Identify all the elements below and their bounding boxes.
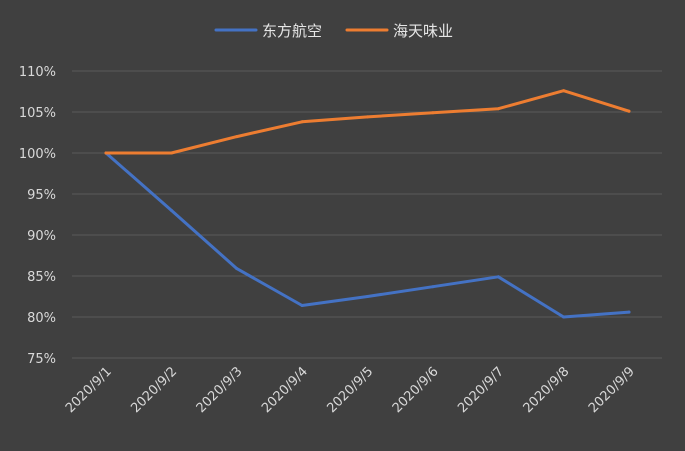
legend-label: 东方航空 <box>262 22 322 40</box>
y-tick-label: 75% <box>27 352 56 367</box>
x-tick-label: 2020/9/6 <box>390 364 442 416</box>
y-tick-label: 85% <box>27 270 56 285</box>
data-point <box>235 267 239 271</box>
x-tick-label: 2020/9/4 <box>259 364 311 416</box>
data-point <box>235 135 239 139</box>
data-point <box>431 285 435 289</box>
data-point <box>169 151 173 155</box>
x-tick-label: 2020/9/1 <box>63 364 115 416</box>
data-point <box>627 310 631 314</box>
data-point <box>366 295 369 298</box>
x-tick-label: 2020/9/3 <box>194 364 246 416</box>
y-tick-label: 105% <box>19 106 56 121</box>
x-tick-label: 2020/9/2 <box>128 364 180 416</box>
data-point <box>562 89 566 93</box>
y-tick-label: 100% <box>19 147 56 162</box>
data-point <box>300 120 304 124</box>
x-axis-ticks: 2020/9/1 2020/9/2 2020/9/3 2020/9/4 2020/9/5… <box>63 364 638 416</box>
legend: 东方航空 海天味业 <box>214 22 453 40</box>
series-lines <box>104 89 631 319</box>
legend-label: 海天味业 <box>393 22 453 40</box>
x-tick-label: 2020/9/8 <box>521 364 573 416</box>
data-point <box>627 109 631 113</box>
y-tick-label: 80% <box>27 311 56 326</box>
y-axis-ticks: 75% 80% 85% 90% 95% 100% 105% 110% <box>19 65 56 367</box>
y-tick-label: 90% <box>27 229 56 244</box>
data-point <box>431 111 435 115</box>
data-point <box>366 115 369 119</box>
data-point <box>496 275 500 279</box>
data-point <box>562 315 566 319</box>
data-point <box>496 107 500 111</box>
data-point <box>169 208 173 212</box>
y-tick-label: 110% <box>19 65 56 80</box>
data-point <box>104 151 108 155</box>
series-line-1 <box>104 89 631 155</box>
x-tick-label: 2020/9/9 <box>586 364 638 416</box>
x-tick-label: 2020/9/7 <box>455 364 507 416</box>
data-point <box>300 304 304 307</box>
x-tick-label: 2020/9/5 <box>324 364 376 416</box>
y-tick-label: 95% <box>27 188 56 203</box>
